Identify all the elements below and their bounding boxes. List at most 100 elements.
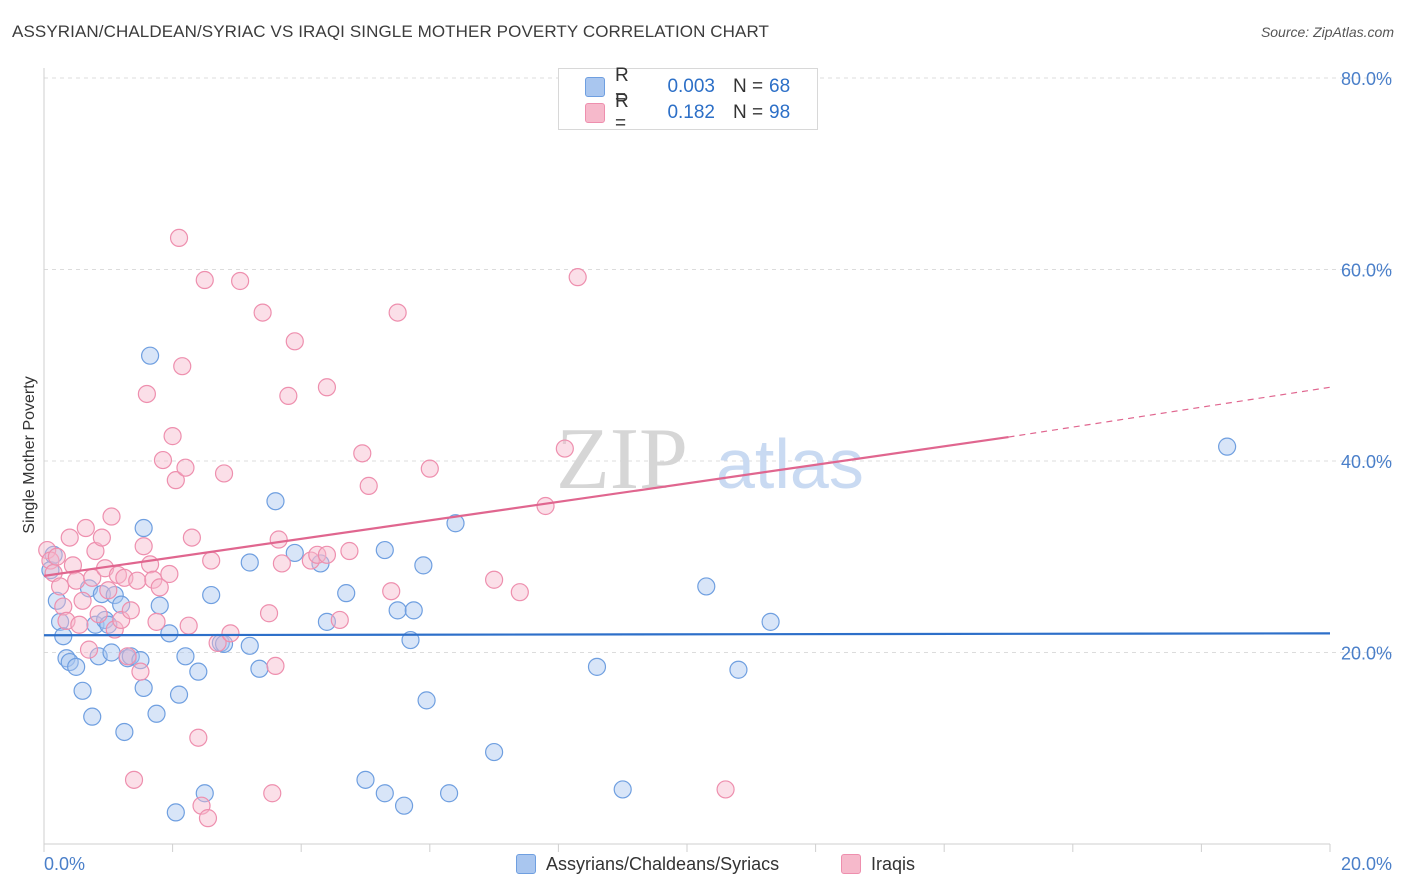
data-point	[137, 384, 156, 404]
data-point	[50, 612, 70, 631]
data-point	[112, 610, 131, 630]
data-point	[420, 459, 439, 478]
data-point	[356, 770, 375, 789]
data-point	[485, 742, 504, 762]
legend-r-label: R =	[615, 91, 629, 134]
data-point	[86, 615, 105, 634]
data-point	[202, 585, 221, 605]
data-point	[729, 660, 748, 679]
data-point	[163, 427, 182, 446]
data-point	[176, 458, 195, 477]
legend-n-value: 68	[769, 76, 791, 97]
legend-n-label: N =	[733, 76, 764, 97]
data-point	[115, 722, 134, 742]
gridlines	[44, 77, 1392, 653]
data-point	[179, 616, 198, 635]
y-tick-label: 60.0%	[1341, 261, 1392, 281]
data-point	[485, 570, 504, 589]
data-point	[92, 528, 111, 547]
data-point	[388, 601, 407, 620]
data-point	[317, 378, 337, 397]
data-point	[169, 228, 189, 248]
y-tick-label: 40.0%	[1341, 452, 1392, 472]
data-point	[105, 620, 124, 639]
data-point	[118, 647, 137, 666]
data-point	[189, 728, 208, 747]
data-point	[716, 780, 735, 799]
axes	[43, 68, 1331, 852]
chart-title: ASSYRIAN/CHALDEAN/SYRIAC VS IRAQI SINGLE…	[12, 22, 770, 41]
data-point	[173, 357, 192, 376]
data-point	[189, 662, 208, 681]
data-point	[160, 564, 179, 584]
y-tick-label: 80.0%	[1341, 69, 1392, 89]
data-point	[446, 514, 465, 533]
data-point	[195, 270, 214, 290]
data-point	[697, 577, 716, 596]
data-point	[76, 518, 95, 538]
data-point	[63, 556, 83, 575]
data-point	[140, 555, 160, 574]
data-point	[266, 656, 285, 676]
trend-line-assyrians	[43, 632, 1331, 637]
data-point	[73, 681, 92, 700]
data-point	[510, 583, 529, 602]
data-point	[568, 268, 587, 287]
data-point	[124, 770, 144, 789]
data-point	[375, 540, 394, 560]
bottom-legend-label: Assyrians/Chaldeans/Syriacs	[546, 853, 780, 874]
data-point	[388, 303, 407, 322]
data-point	[555, 439, 574, 458]
data-point	[134, 518, 153, 538]
data-point	[102, 507, 121, 526]
trend-line-iraqis-extrapolated	[1008, 386, 1331, 438]
legend-n-label: N =	[733, 102, 764, 123]
data-point	[182, 528, 201, 547]
data-point	[166, 803, 185, 822]
data-point	[147, 612, 166, 631]
data-point	[375, 784, 394, 803]
data-point	[153, 450, 173, 470]
bottom-legend-iraqis: Iraqis	[841, 851, 915, 877]
y-tick-label: 20.0%	[1341, 644, 1392, 664]
legend-row-assyrians: R = 0.003 N = 68	[585, 65, 791, 108]
data-point	[47, 547, 66, 566]
data-point	[202, 551, 221, 570]
data-point	[214, 464, 234, 483]
data-point	[259, 604, 279, 623]
data-point	[394, 796, 414, 815]
data-point	[1218, 437, 1237, 456]
bottom-legend-label: Iraqis	[871, 853, 916, 874]
data-point	[79, 640, 99, 659]
data-point	[54, 597, 73, 616]
data-point	[89, 605, 108, 624]
data-point	[417, 691, 436, 710]
bottom-legend-swatch-blue	[516, 854, 536, 874]
data-point	[198, 809, 218, 828]
data-point	[70, 615, 89, 634]
trend-lines	[43, 386, 1331, 637]
legend-row-iraqis: R = 0.182 N = 98	[585, 91, 791, 134]
bottom-legend-swatch-pink	[841, 854, 861, 874]
series-iraqis-points	[38, 228, 735, 828]
data-point	[382, 582, 401, 601]
data-point	[150, 596, 169, 615]
data-point	[102, 643, 121, 662]
data-point	[67, 657, 86, 676]
data-point	[140, 346, 160, 365]
bottom-legend-assyrians: Assyrians/Chaldeans/Syriacs	[516, 851, 779, 877]
data-point	[166, 471, 185, 490]
data-point	[128, 571, 147, 590]
data-point	[73, 591, 92, 610]
data-point	[240, 553, 259, 572]
legend-r-label: R =	[615, 65, 629, 108]
data-point	[266, 492, 285, 511]
data-point	[253, 303, 272, 322]
data-point	[67, 571, 86, 590]
legend-n-value: 98	[769, 102, 791, 123]
data-point	[340, 541, 359, 561]
data-point	[414, 556, 433, 575]
data-point	[404, 601, 423, 620]
data-point	[134, 537, 153, 556]
